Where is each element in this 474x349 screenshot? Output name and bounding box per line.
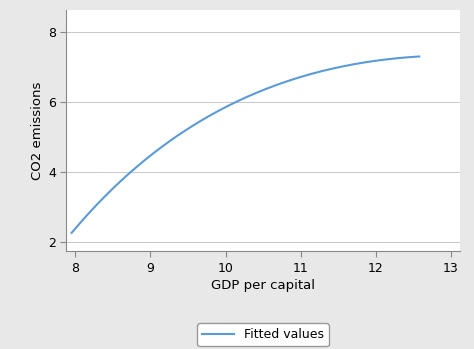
X-axis label: GDP per capital: GDP per capital (211, 279, 315, 292)
Legend: Fitted values: Fitted values (198, 323, 328, 346)
Fitted values (362, 60, 367, 65)
Fitted values (282, 80, 287, 84)
Line: Fitted values: Fitted values (72, 57, 419, 233)
Fitted values (69, 231, 74, 235)
Fitted values (276, 82, 282, 86)
Fitted values (384, 57, 390, 61)
Fitted values (274, 83, 280, 87)
Fitted values (70, 229, 76, 233)
Y-axis label: CO2 emissions: CO2 emissions (31, 82, 44, 180)
Fitted values (416, 54, 422, 59)
